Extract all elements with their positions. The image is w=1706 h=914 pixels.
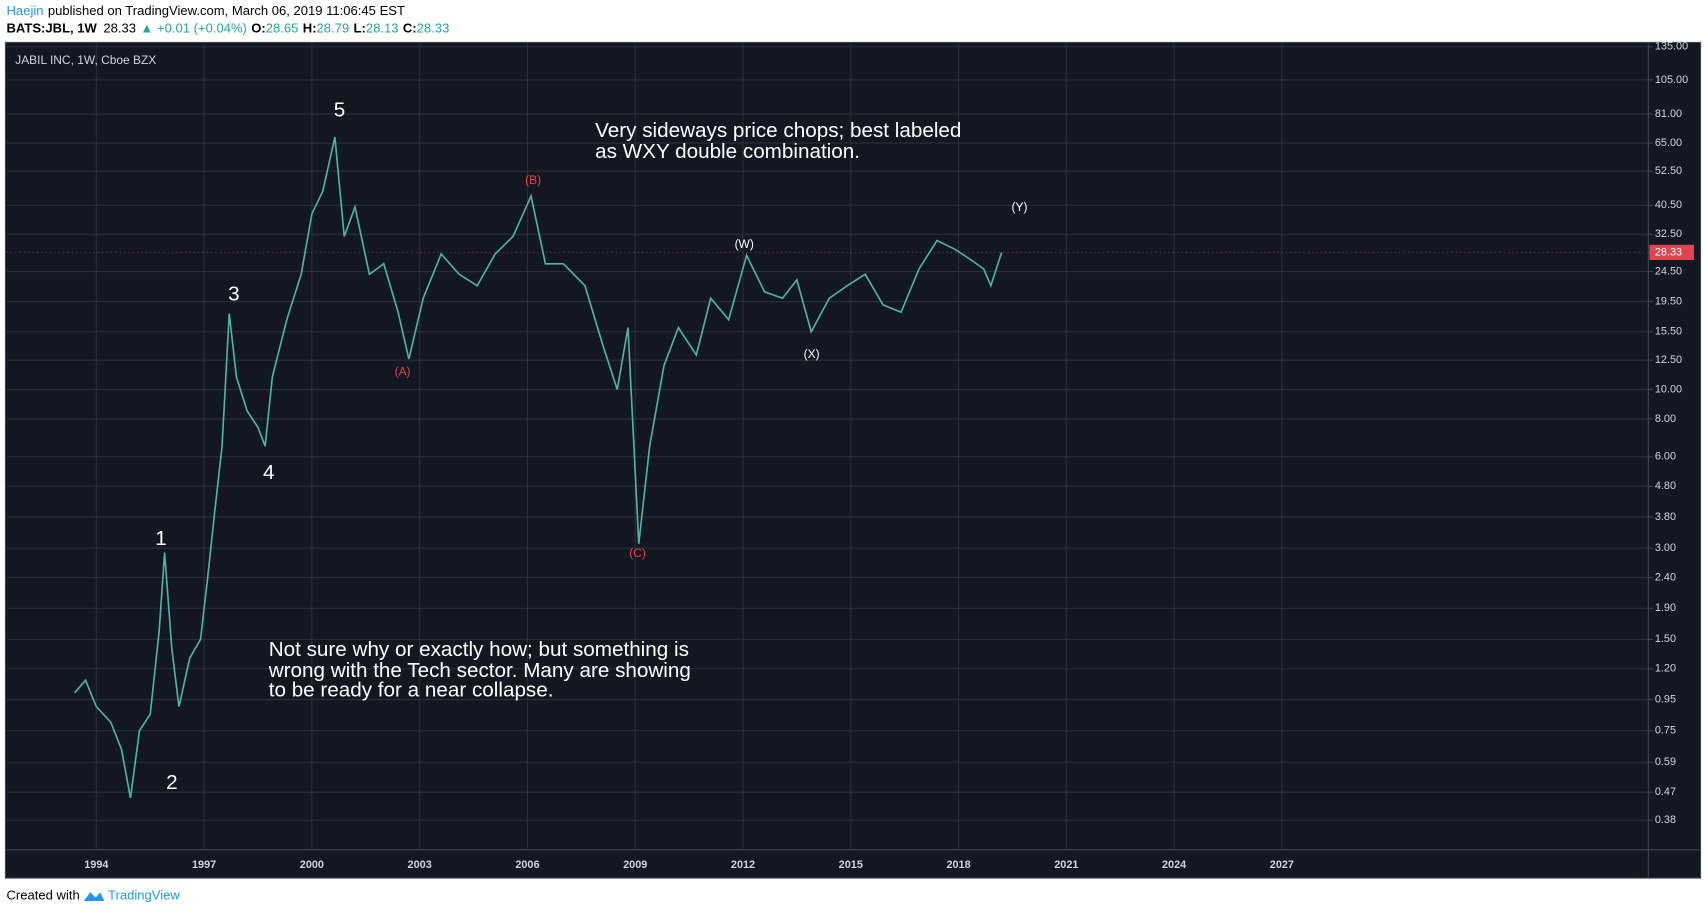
symbol: BATS:JBL, 1W xyxy=(7,21,98,36)
chart-panel xyxy=(4,41,1702,879)
note-line: Very sideways price chops; best labeled xyxy=(595,119,961,142)
wave-label: 1 xyxy=(155,527,166,550)
y-tick-label: 32.50 xyxy=(1655,228,1682,240)
note-line: as WXY double combination. xyxy=(595,140,860,163)
wave-label: 2 xyxy=(166,771,177,794)
note-line: to be ready for a near collapse. xyxy=(269,678,554,701)
plot: 1994 1997 2000 2003 2006 2009 2012 2015 2018 2021… xyxy=(6,41,1688,871)
y-tick-label: 3.80 xyxy=(1655,511,1676,523)
price: 28.33 xyxy=(103,21,136,36)
last-price-label: 28.33 xyxy=(1655,246,1682,258)
o: 28.65 xyxy=(266,21,299,36)
wave-label: (X) xyxy=(804,347,820,361)
c-label: C: xyxy=(403,21,417,36)
note-top: Very sideways price chops; best labeled … xyxy=(595,119,961,163)
l-label: L: xyxy=(354,21,366,36)
created: Created with xyxy=(7,888,80,903)
wave-label: (Y) xyxy=(1011,200,1027,214)
y-tick-label: 135.00 xyxy=(1655,41,1688,53)
y-tick-label: 1.90 xyxy=(1655,602,1676,614)
y-tick-label: 0.59 xyxy=(1655,756,1676,768)
y-tick-label: 8.00 xyxy=(1655,413,1676,425)
wave-labels: 5 3 4 1 2 xyxy=(155,98,345,793)
y-tick-label: 0.75 xyxy=(1655,725,1676,737)
y-tick-label: 6.00 xyxy=(1655,451,1676,463)
y-tick-label: 24.50 xyxy=(1655,265,1682,277)
y-tick-label: 1.50 xyxy=(1655,633,1676,645)
y-tick-label: 4.80 xyxy=(1655,480,1676,492)
x-tick-label: 1994 xyxy=(84,859,108,871)
wave-label: (B) xyxy=(525,173,541,187)
logo xyxy=(83,892,105,901)
wxy-labels: (B) (A) (C) (W) (X) (Y) xyxy=(395,173,1028,560)
chart-title: JABIL INC, 1W, Cboe BZX xyxy=(15,53,156,67)
last-price-tag xyxy=(1649,244,1695,261)
y-tick-label: 3.00 xyxy=(1655,542,1676,554)
wave-label: (C) xyxy=(629,546,646,560)
wave-label: (A) xyxy=(395,364,411,378)
y-tick-label: 0.38 xyxy=(1655,814,1676,826)
note-line: Not sure why or exactly how; but somethi… xyxy=(269,638,689,661)
wave-label: 3 xyxy=(228,282,239,305)
x-tick-label: 2018 xyxy=(946,859,970,871)
y-tick-label: 2.40 xyxy=(1655,571,1676,583)
note-bottom: Not sure why or exactly how; but somethi… xyxy=(268,638,691,701)
x-tick-label: 2012 xyxy=(731,859,755,871)
y-tick-label: 19.50 xyxy=(1655,295,1682,307)
footer: Created with TradingView xyxy=(7,888,181,903)
x-tick-label: 2003 xyxy=(408,859,432,871)
x-tick-label: 2006 xyxy=(515,859,539,871)
x-tick-label: 2027 xyxy=(1270,859,1294,871)
y-tick-label: 40.50 xyxy=(1655,199,1682,211)
author: Haejin xyxy=(7,3,44,18)
y-tick-label: 81.00 xyxy=(1655,108,1682,120)
y-tick-label: 10.00 xyxy=(1655,383,1682,395)
y-tick-label: 0.95 xyxy=(1655,693,1676,705)
quote-line: BATS:JBL, 1W 28.33 ▲ +0.01 (+0.04%) O:28.65… xyxy=(7,21,450,36)
y-tick-label: 65.00 xyxy=(1655,137,1682,149)
note-line: wrong with the Tech sector. Many are sho… xyxy=(268,659,691,682)
l: 28.13 xyxy=(366,21,399,36)
o-label: O: xyxy=(251,21,265,36)
price-line xyxy=(74,136,1003,799)
x-tick-label: 2024 xyxy=(1162,859,1186,871)
x-tick-label: 2000 xyxy=(300,859,324,871)
published: published on TradingView.com, March 06, … xyxy=(48,3,405,18)
wave-label: (W) xyxy=(735,237,754,251)
y-tick-label: 52.50 xyxy=(1655,165,1682,177)
change: ▲ +0.01 (+0.04%) xyxy=(140,21,246,36)
x-tick-label: 2009 xyxy=(623,859,647,871)
y-tick-label: 0.47 xyxy=(1655,786,1676,798)
y-tick-label: 105.00 xyxy=(1655,74,1688,86)
c: 28.33 xyxy=(417,21,450,36)
h-label: H: xyxy=(303,21,317,36)
x-tick-label: 2021 xyxy=(1054,859,1078,871)
brand: TradingView xyxy=(108,888,180,903)
y-tick-label: 1.20 xyxy=(1655,663,1676,675)
h: 28.79 xyxy=(317,21,350,36)
wave-label: 5 xyxy=(334,98,345,121)
y-tick-label: 15.50 xyxy=(1655,326,1682,338)
x-tick-label: 2015 xyxy=(839,859,863,871)
wave-label: 4 xyxy=(263,461,274,484)
header-line: Haejin published on TradingView.com, Marc… xyxy=(7,3,405,18)
y-tick-label: 12.50 xyxy=(1655,354,1682,366)
x-tick-label: 1997 xyxy=(192,859,216,871)
